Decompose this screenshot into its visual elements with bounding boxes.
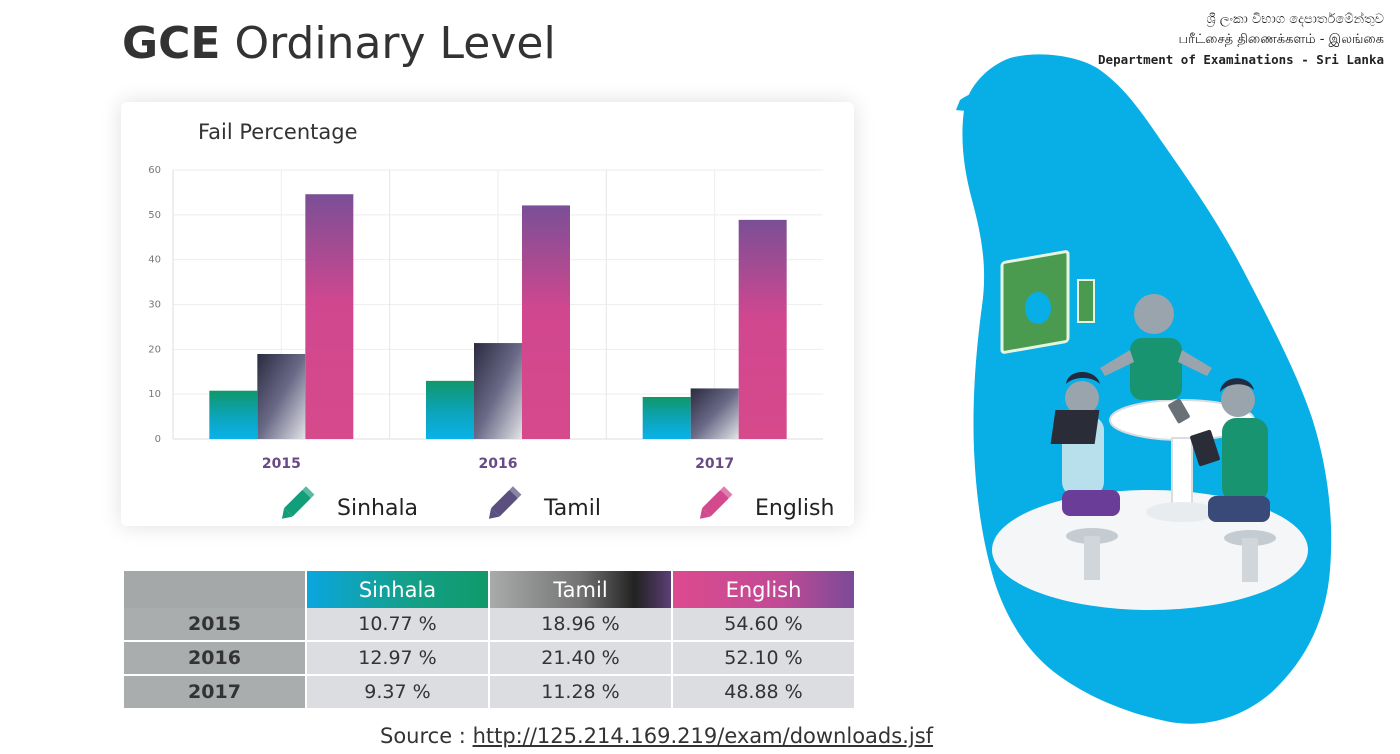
table-row-year: 2015 <box>124 608 305 642</box>
page-title: GCE Ordinary Level <box>122 14 556 74</box>
table-row: 2015 10.77 % 18.96 % 54.60 % <box>124 608 854 642</box>
pencil-icon <box>488 486 522 519</box>
source-label: Source : <box>380 724 473 748</box>
y-tick-label: 20 <box>148 344 161 355</box>
source-line: Source : http://125.214.169.219/exam/dow… <box>380 724 933 748</box>
sri-lanka-map-illustration <box>956 54 1332 724</box>
legend-item-sinhala: Sinhala <box>281 486 418 521</box>
y-tick-label: 40 <box>148 255 161 266</box>
legend-label: Sinhala <box>337 496 418 521</box>
jaffna-peninsula-shape <box>956 88 1008 111</box>
table-corner-cell <box>124 571 305 608</box>
department-logo-text: ශ්‍රී ලංකා විභාග දෙපාර්තමේන්තුව பரீட்சைத… <box>1098 10 1384 70</box>
page-title-bold: GCE <box>122 18 221 69</box>
table-header-tamil: Tamil <box>490 571 671 608</box>
source-link[interactable]: http://125.214.169.219/exam/downloads.js… <box>472 724 934 748</box>
legend-item-english: English <box>699 486 834 521</box>
bar-sinhala-2016 <box>426 380 474 439</box>
bar-english-2016 <box>522 205 570 439</box>
bar-sinhala-2017 <box>642 396 691 439</box>
table-row-year: 2017 <box>124 676 305 710</box>
table-cell: 12.97 % <box>307 642 488 676</box>
page-title-rest: Ordinary Level <box>220 18 556 69</box>
monitor-icon <box>1000 250 1095 354</box>
student-standing-icon <box>1100 294 1212 400</box>
y-tick-label: 30 <box>148 300 161 311</box>
table-cell: 18.96 % <box>490 608 671 642</box>
fail-percentage-table: Sinhala Tamil English 2015 10.77 % 18.96… <box>122 571 856 710</box>
table-cell: 54.60 % <box>673 608 854 642</box>
student-laptop-icon <box>1050 372 1120 580</box>
table-cell: 48.88 % <box>673 676 854 710</box>
chart-card: Fail Percentage 0 10 20 30 40 50 60 2015 2016 201… <box>121 102 854 526</box>
table-row: 2017 9.37 % 11.28 % 48.88 % <box>124 676 854 710</box>
table-cell: 52.10 % <box>673 642 854 676</box>
x-category-label: 2015 <box>262 456 301 472</box>
table-row: 2016 12.97 % 21.40 % 52.10 % <box>124 642 854 676</box>
pencil-icon <box>281 486 315 519</box>
table-row-year: 2016 <box>124 642 305 676</box>
y-tick-label: 10 <box>148 389 161 400</box>
y-tick-label: 50 <box>148 210 161 221</box>
department-name-sinhala: ශ්‍රී ලංකා විභාග දෙපාර්තමේන්තුව <box>1206 12 1384 27</box>
table-cell: 11.28 % <box>490 676 671 710</box>
bar-tamil-2015 <box>257 353 306 439</box>
y-tick-label: 0 <box>155 434 161 445</box>
bar-tamil-2017 <box>690 388 739 439</box>
student-tablet-icon <box>1190 378 1276 582</box>
table-cell: 10.77 % <box>307 608 488 642</box>
y-tick-label: 60 <box>148 165 161 176</box>
x-category-label: 2016 <box>479 456 518 472</box>
bar-english-2015 <box>305 194 354 439</box>
bar-english-2017 <box>738 219 787 439</box>
table-header-row: Sinhala Tamil English <box>124 571 854 608</box>
phone-icon <box>1168 398 1190 424</box>
fail-percentage-chart: Fail Percentage 0 10 20 30 40 50 60 2015 2016 201… <box>148 120 834 521</box>
legend-label: Tamil <box>543 496 601 521</box>
legend-label: English <box>755 496 834 521</box>
bar-tamil-2016 <box>474 343 522 439</box>
table-cell: 21.40 % <box>490 642 671 676</box>
department-name-english: Department of Examinations - Sri Lanka <box>1098 52 1384 67</box>
pencil-icon <box>699 486 733 519</box>
x-category-label: 2017 <box>695 456 734 472</box>
legend-item-tamil: Tamil <box>488 486 601 521</box>
bar-sinhala-2015 <box>209 390 258 439</box>
chart-title: Fail Percentage <box>198 120 358 144</box>
table-cell: 9.37 % <box>307 676 488 710</box>
table-header-sinhala: Sinhala <box>307 571 488 608</box>
table-header-english: English <box>673 571 854 608</box>
department-name-tamil: பரீட்சைத் திணைக்களம் - இலங்கை <box>1178 32 1384 47</box>
